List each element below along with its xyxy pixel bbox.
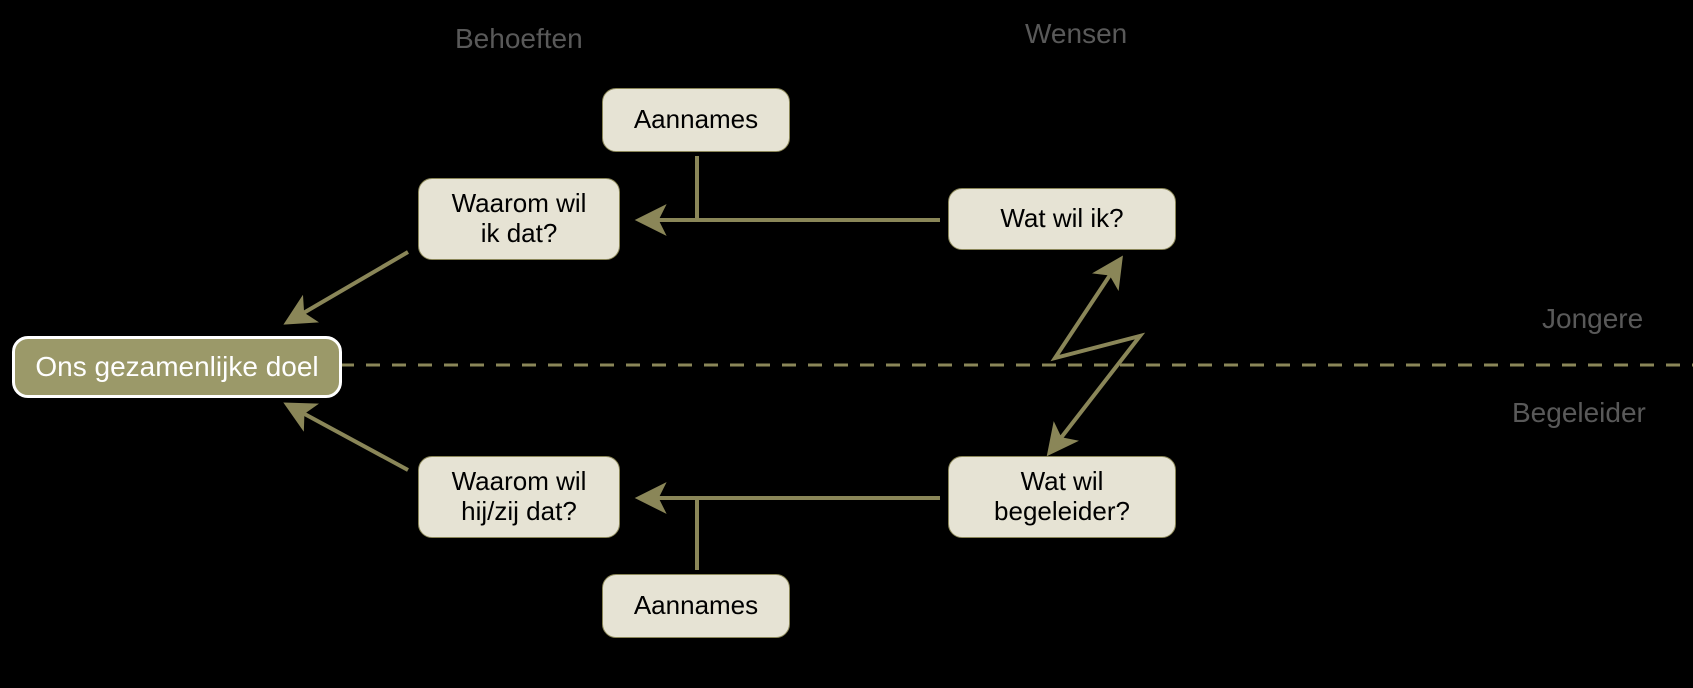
node-goal: Ons gezamenlijke doel (12, 336, 342, 398)
node-waarom-ik: Waarom wil ik dat? (418, 178, 620, 260)
conflict-zigzag (1050, 260, 1140, 452)
node-waarom-hij: Waarom wil hij/zij dat? (418, 456, 620, 538)
arrow-to-goal-top (288, 252, 408, 322)
header-wensen: Wensen (1025, 18, 1127, 50)
node-wat-wil-begeleider: Wat wil begeleider? (948, 456, 1176, 538)
node-wat-wil-ik: Wat wil ik? (948, 188, 1176, 250)
node-aannames-top: Aannames (602, 88, 790, 152)
side-label-jongere: Jongere (1542, 303, 1643, 335)
node-aannames-bottom: Aannames (602, 574, 790, 638)
arrow-to-goal-bottom (288, 405, 408, 470)
header-behoeften: Behoeften (455, 23, 583, 55)
side-label-begeleider: Begeleider (1512, 397, 1646, 429)
